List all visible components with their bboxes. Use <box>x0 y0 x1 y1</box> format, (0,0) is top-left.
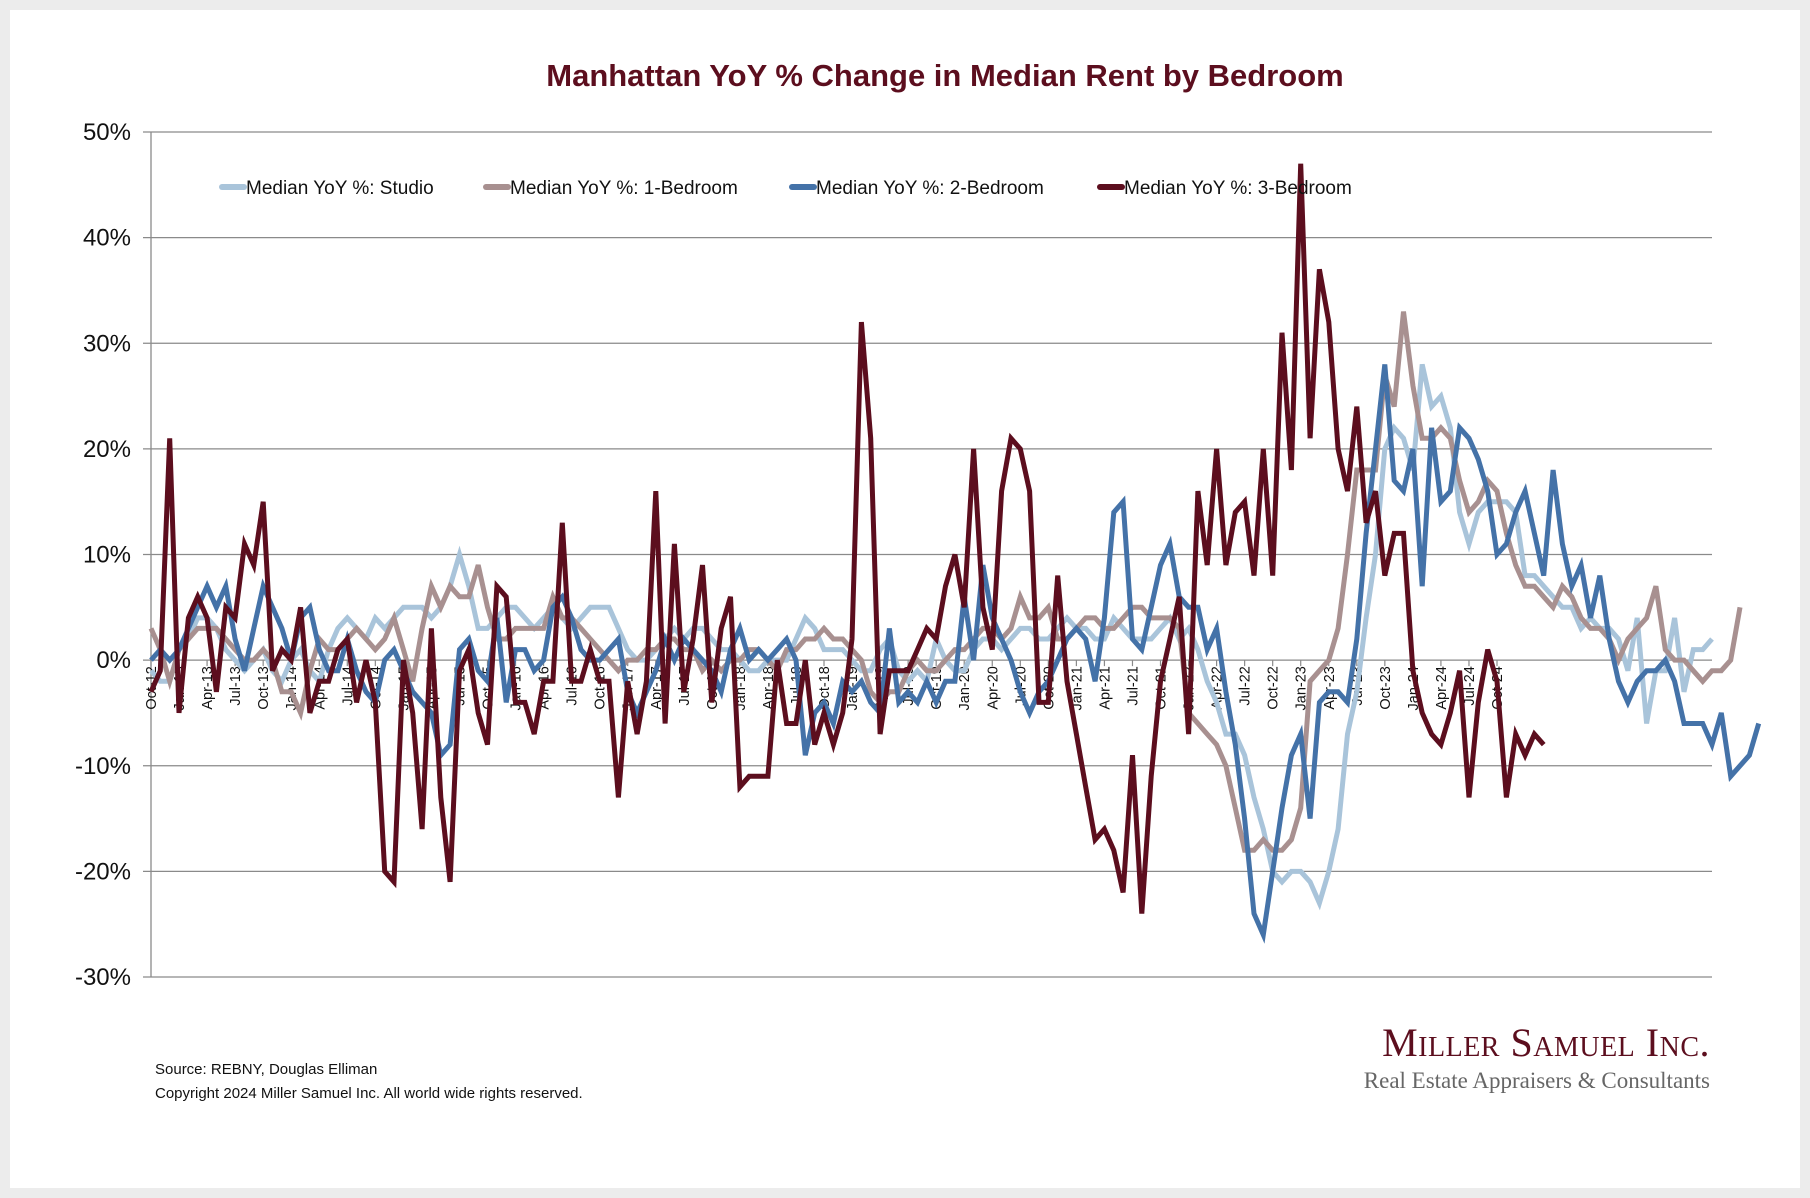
series-line-2-bedroom <box>149 364 1762 944</box>
copyright-text: Copyright 2024 Miller Samuel Inc. All wo… <box>155 1085 583 1102</box>
legend-item: Median YoY %: 2-Bedroom <box>789 178 1044 199</box>
legend-label: Median YoY %: 1-Bedroom <box>510 178 738 199</box>
y-tick-label: -20% <box>75 858 131 885</box>
legend-item: Median YoY %: Studio <box>219 178 434 199</box>
y-tick-label: 10% <box>83 542 131 569</box>
legend-item: Median YoY %: 1-Bedroom <box>483 178 738 199</box>
series-line-3-bedroom <box>148 163 1546 914</box>
logo-name: Miller Samuel Inc. <box>1382 1020 1710 1065</box>
legend-label: Median YoY %: 2-Bedroom <box>816 178 1044 199</box>
y-tick-label: 50% <box>83 119 131 146</box>
y-tick-label: 20% <box>83 436 131 463</box>
legend-label: Median YoY %: Studio <box>246 178 434 199</box>
company-logo: Miller Samuel Inc. Real Estate Appraiser… <box>1330 1020 1710 1096</box>
gridlines <box>143 131 1712 978</box>
y-tick-label: 30% <box>83 330 131 357</box>
logo-tagline: Real Estate Appraisers & Consultants <box>1363 1068 1710 1093</box>
source-note: Source: REBNY, Douglas Elliman Copyright… <box>155 1058 583 1106</box>
x-tick-label: Jul-24 <box>1462 666 1478 706</box>
x-tick-label: Apr-23 <box>1322 666 1338 710</box>
x-tick-label: Jan-21 <box>1069 666 1085 710</box>
legend: Median YoY %: Studio Median YoY %: 1-Bedr… <box>219 178 1352 199</box>
x-tick-label: Oct-23 <box>1378 666 1394 710</box>
x-tick-label: Apr-21 <box>1097 666 1113 710</box>
x-tick-label: Jul-13 <box>228 666 244 706</box>
x-tick-label: Apr-20 <box>985 666 1001 710</box>
x-tick-label: Oct-22 <box>1266 666 1282 710</box>
x-tick-label: Jul-21 <box>1125 666 1141 706</box>
chart-card <box>10 10 1800 1188</box>
series-lines <box>148 163 1762 944</box>
y-tick-label: -30% <box>75 964 131 991</box>
x-tick-label: Jan-20 <box>957 666 973 710</box>
legend-item: Median YoY %: 3-Bedroom <box>1097 178 1352 199</box>
source-text: Source: REBNY, Douglas Elliman <box>155 1061 378 1078</box>
x-tick-label: Jul-22 <box>1238 666 1254 706</box>
chart-title: Manhattan YoY % Change in Median Rent by… <box>546 58 1344 93</box>
series-line-1-bedroom <box>148 311 1743 853</box>
x-tick-label: Oct-18 <box>817 666 833 710</box>
x-tick-label: Jan-23 <box>1294 666 1310 710</box>
x-tick-label: Apr-24 <box>1434 666 1450 710</box>
y-tick-label: 0% <box>96 647 131 674</box>
y-axis-ticks: 50% 40% 30% 20% 10% 0% -10% -20% -30% <box>75 119 131 991</box>
x-tick-label: Jul-16 <box>565 666 581 706</box>
legend-label: Median YoY %: 3-Bedroom <box>1124 178 1352 199</box>
x-tick-label: Oct-13 <box>256 666 272 710</box>
y-tick-label: 40% <box>83 225 131 252</box>
y-tick-label: -10% <box>75 753 131 780</box>
